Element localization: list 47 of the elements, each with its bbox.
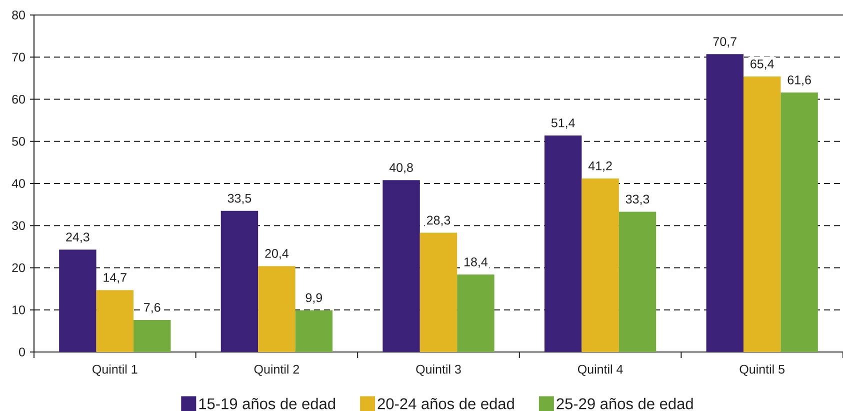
data-label: 33,3: [626, 194, 650, 206]
y-tick-label: 80: [12, 10, 25, 20]
data-label: 51,4: [551, 118, 575, 129]
data-label: 61,6: [788, 75, 811, 86]
data-label: 33,5: [228, 194, 252, 204]
y-tick-label: 0: [19, 348, 25, 356]
data-label: 18,4: [464, 257, 488, 268]
y-tick-label: 70: [12, 52, 25, 62]
bar: [618, 212, 656, 352]
y-tick-label: 20: [12, 263, 25, 272]
data-label: 65,4: [750, 59, 774, 70]
bar: [96, 290, 134, 352]
bar: [544, 135, 582, 352]
data-label: 28,3: [426, 216, 450, 226]
data-label: 70,7: [713, 37, 736, 48]
bar: [582, 178, 619, 352]
bar: [382, 180, 420, 352]
y-tick-label: 60: [12, 94, 25, 104]
legend-label: 15-19 años de edad: [199, 398, 336, 410]
bar: [134, 320, 171, 352]
data-label: 14,7: [104, 273, 126, 284]
y-tick-label: 40: [12, 179, 25, 188]
y-tick-label: 30: [12, 221, 25, 230]
data-label: 41,2: [588, 161, 612, 172]
bar: [295, 310, 333, 352]
data-label: 24,3: [66, 232, 90, 243]
x-tick-label: Quintil 5: [740, 364, 784, 376]
bar: [457, 274, 494, 352]
bar: [780, 92, 818, 352]
data-label: 40,8: [389, 163, 413, 174]
x-tick-label: Quintil 3: [416, 364, 461, 376]
y-tick-label: 10: [12, 305, 25, 314]
bar: [59, 250, 96, 352]
x-tick-label: Quintil 4: [578, 364, 623, 376]
bar: [258, 266, 296, 352]
bar: [743, 76, 781, 352]
legend-label: 25-29 años de edad: [556, 398, 693, 410]
data-label: 7,6: [144, 302, 160, 314]
bar: [220, 210, 258, 352]
bar: [706, 54, 744, 352]
data-label: 9,9: [306, 293, 322, 304]
x-tick-label: Quintil 1: [92, 364, 138, 376]
legend-label: 20-24 años de edad: [378, 398, 514, 410]
y-tick-label: 50: [12, 136, 25, 146]
bar: [420, 232, 458, 352]
x-tick-label: Quintil 2: [254, 364, 299, 376]
data-label: 20,4: [265, 249, 288, 260]
